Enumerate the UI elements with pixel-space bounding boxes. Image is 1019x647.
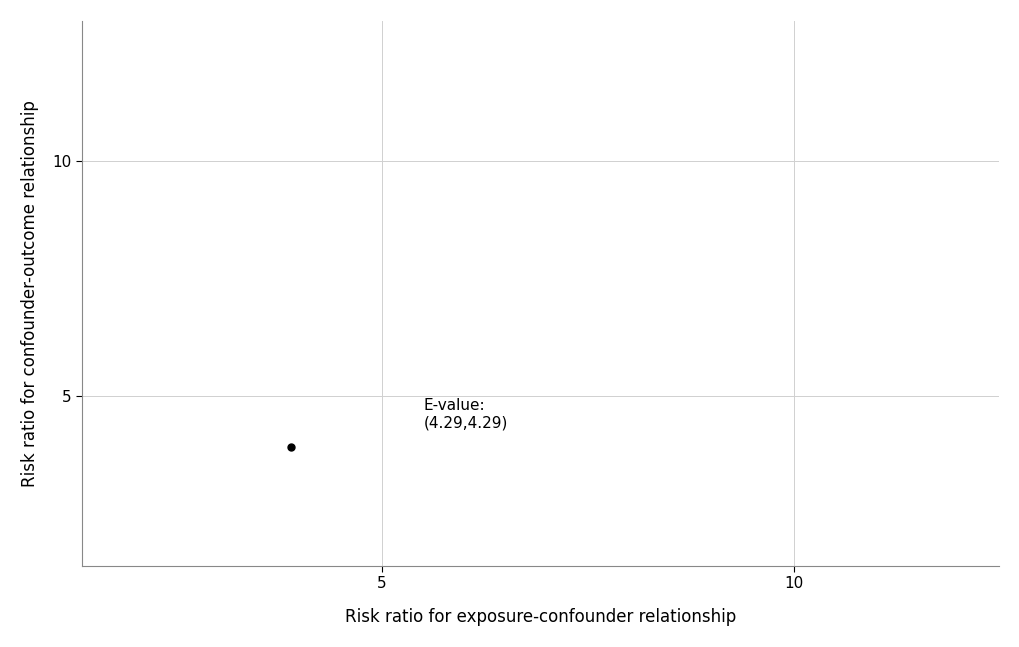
X-axis label: Risk ratio for exposure-confounder relationship: Risk ratio for exposure-confounder relat… (344, 608, 736, 626)
Text: E-value:
(4.29,4.29): E-value: (4.29,4.29) (423, 399, 507, 431)
Y-axis label: Risk ratio for confounder-outcome relationship: Risk ratio for confounder-outcome relati… (20, 100, 39, 487)
